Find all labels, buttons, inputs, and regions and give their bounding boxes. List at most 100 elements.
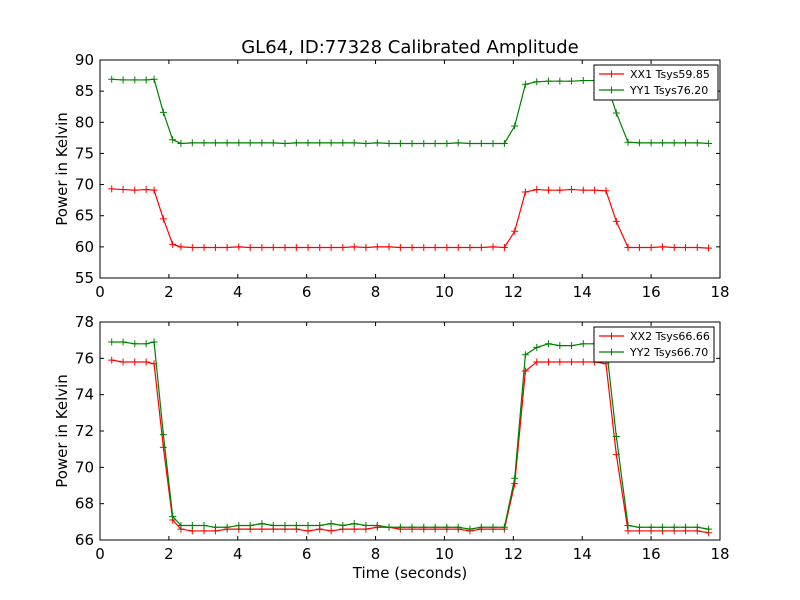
top-y-tick-label: 55	[75, 269, 94, 287]
bottom-data-point	[454, 523, 462, 531]
top-data-point	[521, 188, 529, 196]
top-data-point	[385, 243, 393, 251]
bottom-data-point	[431, 523, 439, 531]
top-data-point	[705, 139, 713, 147]
top-data-point	[396, 139, 404, 147]
bottom-data-point	[693, 523, 701, 531]
top-data-point	[556, 77, 564, 85]
top-data-point	[511, 227, 519, 235]
bottom-data-point	[521, 367, 529, 375]
bottom-data-point	[362, 521, 370, 529]
top-x-tick-label: 14	[573, 283, 592, 301]
top-x-tick-label: 8	[371, 283, 381, 301]
top-data-point	[223, 139, 231, 147]
top-data-point	[362, 243, 370, 251]
top-data-point	[489, 243, 497, 251]
top-legend-label: YY1 Tsys76.20	[629, 84, 708, 97]
bottom-data-point	[177, 521, 185, 529]
bottom-legend	[593, 326, 715, 363]
top-data-point	[658, 243, 666, 251]
bottom-data-point	[670, 523, 678, 531]
bottom-data-point	[682, 523, 690, 531]
bottom-data-point	[705, 525, 713, 533]
bottom-x-tick-label: 0	[95, 545, 105, 563]
bottom-data-point	[131, 340, 139, 348]
bottom-data-point	[443, 523, 451, 531]
top-data-point	[362, 139, 370, 147]
top-y-tick-label: 75	[75, 144, 94, 162]
bottom-data-point	[159, 443, 167, 451]
top-data-point	[108, 75, 116, 83]
bottom-data-point	[568, 358, 576, 366]
top-data-point	[304, 139, 312, 147]
bottom-data-point	[131, 358, 139, 366]
top-data-point	[200, 139, 208, 147]
top-data-point	[635, 243, 643, 251]
bottom-data-point	[579, 358, 587, 366]
bottom-data-point	[556, 358, 564, 366]
bottom-x-tick-label: 14	[573, 545, 592, 563]
top-data-point	[258, 243, 266, 251]
bottom-data-point	[521, 351, 529, 359]
top-data-point	[602, 187, 610, 195]
top-data-point	[235, 243, 243, 251]
top-data-point	[150, 75, 158, 83]
bottom-data-point	[647, 523, 655, 531]
bottom-data-point	[211, 523, 219, 531]
top-y-tick-label: 90	[75, 51, 94, 69]
top-data-point	[682, 243, 690, 251]
bottom-data-point	[304, 521, 312, 529]
top-data-point	[188, 243, 196, 251]
bottom-data-point	[200, 521, 208, 529]
bottom-data-point	[635, 523, 643, 531]
bottom-data-point	[119, 338, 127, 346]
top-data-point	[169, 240, 177, 248]
bottom-data-point	[556, 342, 564, 350]
bottom-x-tick-label: 4	[233, 545, 243, 563]
bottom-data-point	[246, 521, 254, 529]
bottom-data-point	[316, 521, 324, 529]
top-data-point	[396, 243, 404, 251]
top-data-point	[431, 139, 439, 147]
top-y-tick-label: 85	[75, 82, 94, 100]
bottom-y-tick-label: 68	[75, 495, 94, 513]
top-data-point	[579, 186, 587, 194]
bottom-data-point	[420, 523, 428, 531]
top-x-tick-label: 18	[710, 283, 729, 301]
top-data-point	[500, 243, 508, 251]
top-data-point	[612, 109, 620, 117]
bottom-x-tick-label: 6	[302, 545, 312, 563]
bottom-data-point	[269, 521, 277, 529]
top-data-point	[658, 139, 666, 147]
bottom-y-tick-label: 74	[75, 386, 94, 404]
top-data-point	[373, 243, 381, 251]
top-data-point	[408, 243, 416, 251]
bottom-y-tick-label: 70	[75, 458, 94, 476]
bottom-data-point	[544, 340, 552, 348]
bottom-x-tick-label: 16	[642, 545, 661, 563]
top-data-point	[150, 186, 158, 194]
bottom-data-point	[235, 521, 243, 529]
top-data-point	[443, 243, 451, 251]
top-data-point	[544, 77, 552, 85]
top-data-point	[131, 186, 139, 194]
bottom-legend-label: YY2 Tsys66.70	[629, 346, 708, 359]
bottom-data-point	[544, 358, 552, 366]
bottom-data-point	[169, 512, 177, 520]
top-data-point	[159, 108, 167, 116]
bottom-data-point	[281, 521, 289, 529]
bottom-data-point	[385, 523, 393, 531]
top-legend-marker	[608, 70, 615, 78]
top-data-point	[211, 139, 219, 147]
bottom-data-point	[500, 523, 508, 531]
bottom-data-point	[159, 431, 167, 439]
top-x-tick-label: 2	[164, 283, 174, 301]
top-legend-label: XX1 Tsys59.85	[630, 68, 710, 81]
top-data-point	[647, 139, 655, 147]
top-data-point	[670, 243, 678, 251]
top-data-point	[142, 76, 150, 84]
bottom-data-point	[150, 338, 158, 346]
top-legend-marker	[608, 86, 615, 94]
